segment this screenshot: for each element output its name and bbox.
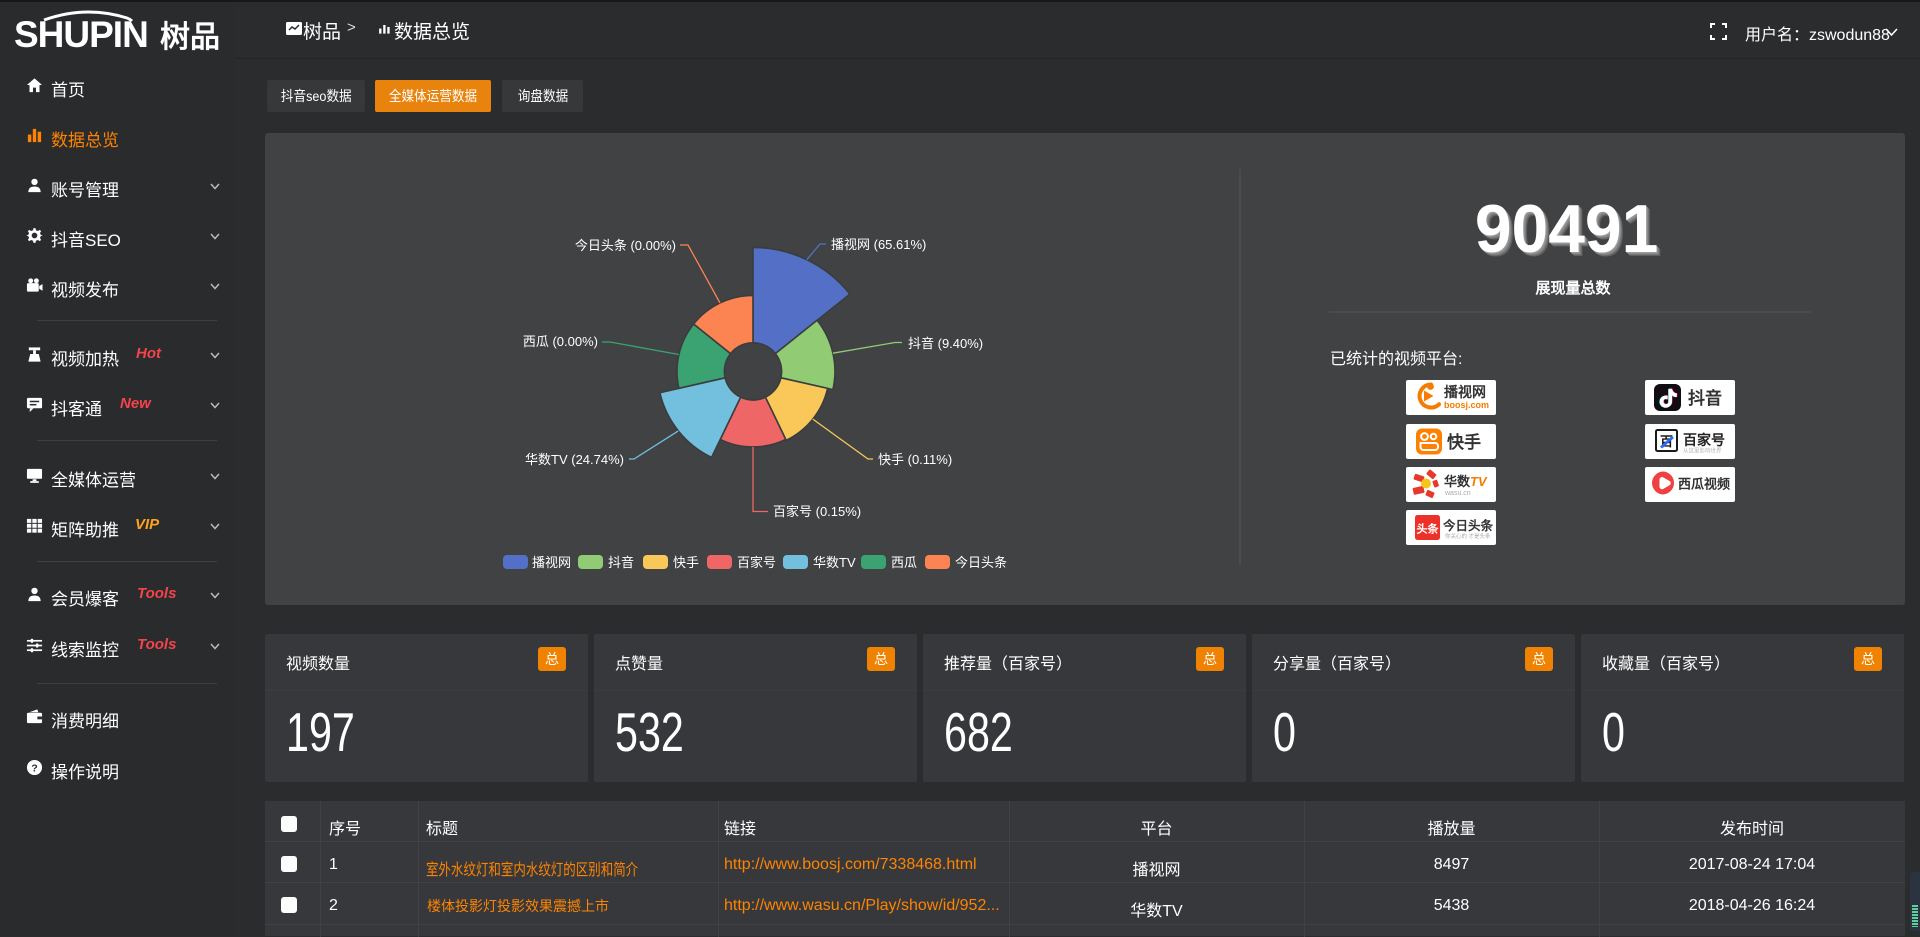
svg-text:播视网: 播视网 (532, 555, 571, 570)
svg-text:抖音 (9.40%): 抖音 (9.40%) (908, 336, 983, 351)
svg-text:百家号: 百家号 (737, 555, 776, 570)
svg-text:华数TV: 华数TV (813, 555, 856, 570)
svg-text:?: ? (31, 763, 37, 774)
svg-text:boosj.com: boosj.com (1444, 400, 1489, 410)
svg-text:你关心的 才是头条: 你关心的 才是头条 (1445, 532, 1491, 540)
svg-text:快手: 快手 (673, 555, 699, 570)
svg-text:百家号 (0.15%): 百家号 (0.15%) (773, 504, 861, 519)
svg-text:华数TV (24.74%): 华数TV (24.74%) (525, 452, 624, 467)
svg-text:快手 (0.11%): 快手 (0.11%) (878, 452, 952, 467)
svg-text:wasu.cn: wasu.cn (1444, 490, 1471, 497)
svg-text:今日头条: 今日头条 (955, 555, 1007, 570)
svg-text:百家号: 百家号 (1683, 432, 1725, 448)
svg-text:西瓜视频: 西瓜视频 (1678, 477, 1730, 492)
svg-text:华数: 华数 (1444, 474, 1471, 489)
svg-text:今日头条: 今日头条 (1442, 518, 1494, 533)
svg-text:从这里影响世界: 从这里影响世界 (1683, 447, 1722, 455)
svg-text:抖音: 抖音 (608, 555, 634, 570)
svg-text:TV: TV (1470, 474, 1488, 489)
svg-text:树品: 树品 (160, 21, 220, 54)
svg-text:SHUPIN: SHUPIN (14, 14, 148, 54)
svg-text:西瓜 (0.00%): 西瓜 (0.00%) (523, 334, 598, 349)
svg-text:快手: 快手 (1447, 432, 1481, 452)
svg-text:西瓜: 西瓜 (891, 555, 917, 570)
svg-text:今日头条 (0.00%): 今日头条 (0.00%) (575, 238, 676, 253)
svg-text:抖音: 抖音 (1688, 388, 1722, 408)
svg-text:播视网 (65.61%): 播视网 (65.61%) (831, 237, 926, 252)
svg-text:播视网: 播视网 (1444, 384, 1486, 400)
svg-text:头条: 头条 (1417, 522, 1440, 536)
